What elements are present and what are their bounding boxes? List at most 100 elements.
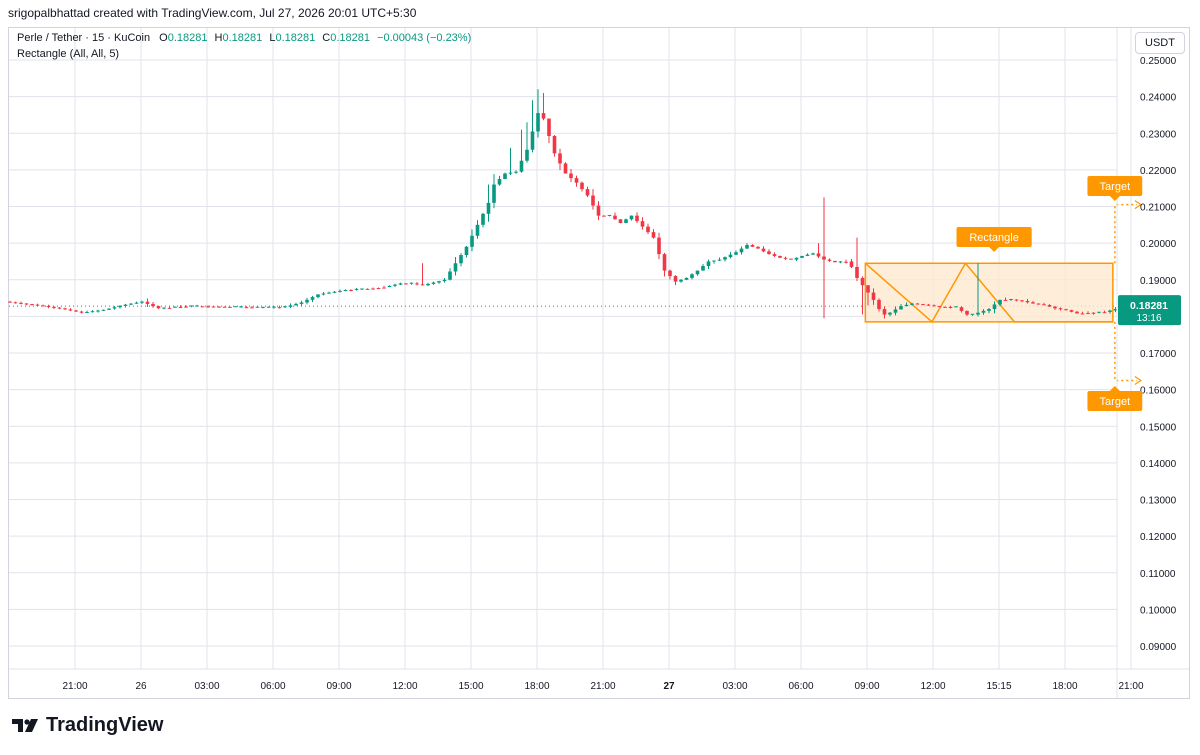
- candle-body: [1113, 309, 1118, 311]
- y-tick-label: 0.23000: [1140, 129, 1177, 140]
- candle-body: [536, 113, 540, 132]
- candle-body: [24, 303, 29, 305]
- candle-body: [85, 311, 89, 313]
- candle-body: [888, 312, 892, 315]
- y-tick-label: 0.22000: [1140, 166, 1177, 177]
- candle-body: [382, 287, 386, 289]
- y-tick-label: 0.25000: [1140, 56, 1177, 67]
- candle-body: [1014, 299, 1019, 301]
- candle-body: [695, 270, 700, 275]
- candle-body: [431, 282, 436, 284]
- target-lower-label-bg: [1087, 391, 1143, 411]
- candle-body: [442, 279, 447, 282]
- candle-body: [794, 257, 799, 260]
- candle-body: [569, 173, 573, 179]
- candle-body: [453, 263, 458, 272]
- indicator-legend[interactable]: Rectangle (All, All, 5): [17, 48, 120, 60]
- candle-body: [459, 255, 463, 264]
- candle-body: [525, 149, 529, 161]
- candle-body: [728, 254, 733, 258]
- rectangle-label-pointer: [989, 247, 1000, 252]
- candle-body: [332, 291, 337, 293]
- candle-body: [591, 195, 595, 206]
- candle-body: [272, 306, 276, 308]
- candle-body: [79, 311, 84, 313]
- y-tick-label: 0.17000: [1140, 349, 1177, 360]
- candle-body: [35, 304, 40, 306]
- candle-body: [558, 153, 562, 164]
- candle-body: [1108, 310, 1112, 312]
- candle-body: [349, 290, 353, 292]
- y-tick-label: 0.13000: [1140, 496, 1177, 507]
- candle-body: [932, 305, 936, 307]
- candle-body: [767, 251, 771, 255]
- candle-body: [162, 307, 166, 309]
- candle-body: [409, 282, 414, 284]
- tradingview-logo-text: TradingView: [46, 714, 164, 736]
- x-tick-label: 26: [135, 681, 147, 692]
- candle-body: [233, 306, 238, 308]
- x-tick-label: 09:00: [854, 681, 879, 692]
- candle-body: [239, 306, 243, 308]
- attribution-text: srigopalbhattad created with TradingView…: [8, 6, 417, 20]
- candle-body: [266, 306, 271, 308]
- candle-body: [937, 306, 942, 308]
- candle-body: [739, 248, 744, 253]
- currency-button[interactable]: USDT: [1135, 32, 1185, 54]
- candle-body: [657, 237, 661, 255]
- y-tick-label: 0.10000: [1140, 605, 1177, 616]
- candle-body: [624, 219, 628, 223]
- candle-body: [486, 202, 491, 214]
- candle-body: [904, 304, 909, 307]
- candle-body: [921, 304, 925, 306]
- candle-body: [68, 309, 73, 311]
- candle-body: [585, 189, 590, 196]
- candle-body: [987, 309, 991, 311]
- candle-body: [800, 255, 804, 258]
- y-tick-label: 0.16000: [1140, 386, 1177, 397]
- candle-body: [1080, 313, 1085, 315]
- close-label: C: [322, 32, 331, 44]
- symbol-label[interactable]: Perle / Tether · 15 · KuCoin: [17, 32, 151, 44]
- candle-body: [778, 255, 782, 258]
- candle-body: [178, 306, 183, 308]
- candle-body: [882, 309, 887, 315]
- x-tick-label: 27: [663, 681, 675, 692]
- high-label: H: [214, 32, 223, 44]
- close-value: 0.18281: [330, 32, 370, 44]
- candle-body: [635, 215, 639, 222]
- candle-body: [684, 277, 689, 280]
- candle-body: [552, 135, 557, 154]
- target-projection-line: [1114, 321, 1137, 382]
- open-label: O: [159, 32, 168, 44]
- candle-body: [761, 248, 766, 252]
- candle-body: [514, 171, 518, 173]
- candle-body: [596, 205, 601, 216]
- candle-body: [19, 302, 23, 304]
- candle-body: [464, 246, 469, 256]
- candle-body: [844, 261, 848, 263]
- candle-body: [189, 305, 194, 307]
- candle-body: [1102, 312, 1107, 314]
- x-tick-label: 06:00: [260, 681, 285, 692]
- chart-frame: [8, 27, 1190, 699]
- candle-body: [244, 307, 249, 309]
- tradingview-logo[interactable]: TradingView: [10, 714, 163, 737]
- candle-body: [134, 302, 139, 304]
- candle-body: [57, 307, 62, 309]
- open-value: 0.18281: [167, 32, 208, 44]
- candle-body: [156, 306, 161, 309]
- candle-body: [1053, 306, 1057, 309]
- last-price-value: 0.18281: [1130, 300, 1168, 312]
- candle-body: [470, 235, 474, 247]
- y-tick-label: 0.09000: [1140, 642, 1177, 653]
- last-price-tag: [1118, 295, 1181, 326]
- candle-body: [992, 304, 997, 310]
- candle-body: [167, 307, 172, 309]
- candle-body: [783, 257, 788, 259]
- candle-body: [1097, 311, 1101, 313]
- x-tick-label: 06:00: [788, 681, 813, 692]
- candlesticks: [8, 89, 1162, 319]
- candle-body: [827, 259, 832, 261]
